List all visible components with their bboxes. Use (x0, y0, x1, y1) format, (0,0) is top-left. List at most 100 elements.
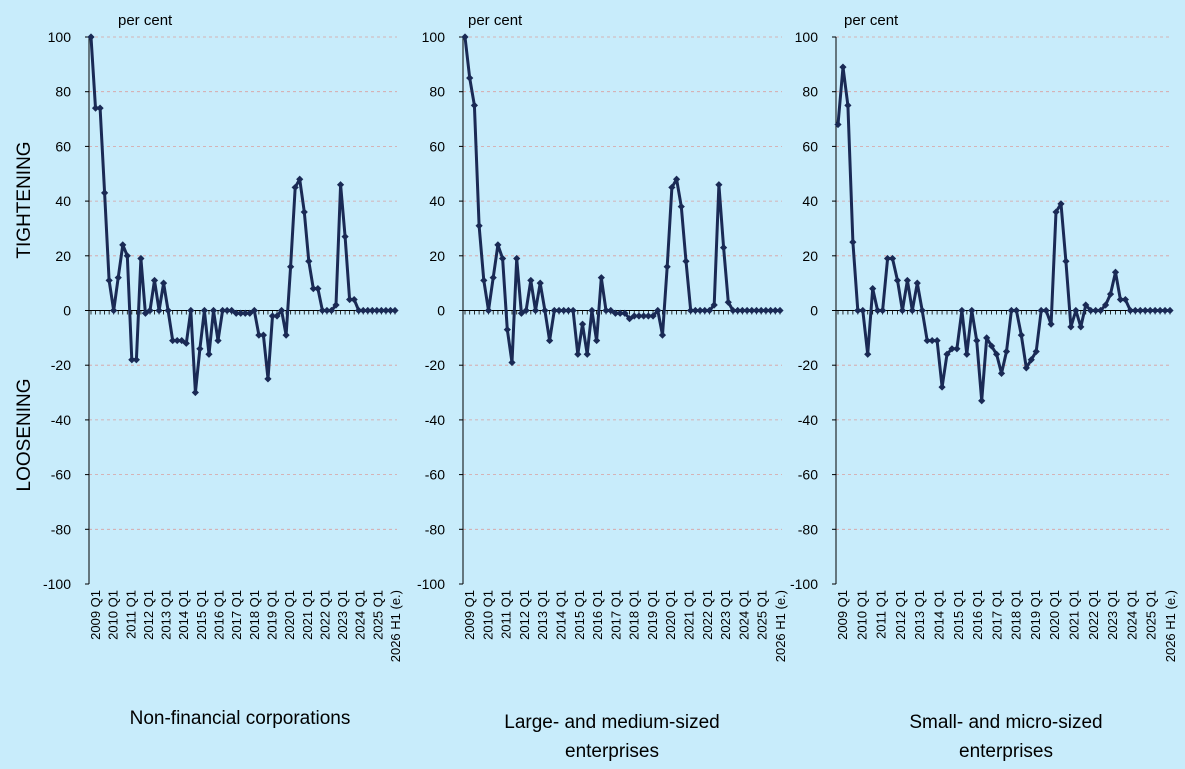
data-point (672, 175, 681, 183)
data-point (621, 309, 629, 317)
data-point (682, 257, 690, 265)
data-point (359, 306, 367, 315)
data-point (644, 312, 652, 320)
chart-panel-1: 100 80 60 40 20 0 -20 -40 -60 -80 -100 2009 Q1 2010 … (43, 12, 403, 729)
data-point (968, 306, 976, 315)
data-point (368, 306, 376, 315)
data-point (119, 241, 127, 249)
data-point (489, 274, 497, 282)
data-point (923, 336, 931, 345)
y-tick-label: -80 (798, 521, 818, 537)
data-point (114, 274, 122, 282)
y-tick-label: 40 (429, 193, 445, 209)
y-axis-label: per cent (844, 12, 899, 29)
data-point (1012, 306, 1020, 315)
y-tick-label: 100 (48, 29, 72, 45)
y-tick-label: 40 (802, 193, 818, 209)
data-point (719, 243, 728, 252)
data-point (527, 276, 535, 285)
data-point (209, 306, 218, 315)
data-point (96, 104, 104, 112)
series-line (836, 65, 1170, 403)
data-point (155, 306, 163, 315)
data-point (1042, 306, 1050, 315)
data-point (593, 336, 601, 345)
data-point (1052, 208, 1060, 216)
x-tick-label: 2018 Q1 (627, 590, 642, 640)
data-point (849, 238, 857, 246)
data-point (1057, 200, 1065, 208)
data-point (296, 175, 304, 183)
data-point (132, 356, 140, 364)
data-point (654, 306, 662, 315)
data-point (1032, 347, 1040, 356)
data-point (757, 306, 765, 315)
data-point (259, 331, 268, 339)
y-tick-label: 80 (55, 84, 71, 100)
y-tick-label: -20 (51, 357, 71, 373)
x-tick-label: 2020 Q1 (663, 590, 678, 640)
data-point (386, 306, 395, 315)
x-tick-label: 2018 Q1 (247, 590, 262, 640)
x-tick-label: 2016 Q1 (590, 590, 605, 640)
data-point (332, 301, 340, 309)
x-tick-label: 2009 Q1 (835, 590, 850, 640)
data-point (268, 312, 277, 320)
x-tick-label: 2015 Q1 (194, 590, 209, 640)
x-tick-label: 2013 Q1 (535, 590, 550, 640)
y-tick-label: 0 (810, 303, 818, 319)
data-point (536, 279, 544, 287)
y-tick-label: 20 (55, 248, 71, 264)
data-point (578, 320, 587, 328)
data-point (687, 306, 695, 315)
y-tick-label: -80 (425, 521, 445, 537)
data-point (391, 306, 399, 315)
data-point (1092, 306, 1100, 315)
data-point (191, 388, 199, 397)
data-point (287, 263, 295, 271)
data-point (91, 104, 100, 112)
data-point (903, 276, 911, 285)
data-point (470, 101, 479, 109)
data-point (277, 306, 286, 315)
x-tick-label: 2021 Q1 (682, 590, 697, 640)
data-point (574, 350, 582, 358)
data-point (237, 309, 245, 317)
data-point (854, 306, 862, 315)
y-tick-label: -100 (417, 576, 445, 592)
data-point (341, 233, 349, 241)
data-point (938, 383, 946, 391)
data-point (743, 306, 751, 315)
chart-title: Small- and micro-sized enterprises (909, 712, 1102, 762)
data-point (327, 306, 336, 315)
y-axis-label: per cent (118, 12, 173, 29)
data-point (978, 397, 986, 405)
data-point (282, 331, 290, 339)
data-point (1121, 295, 1130, 304)
x-tick-label: 2010 Q1 (106, 590, 121, 640)
data-point (640, 312, 648, 320)
x-tick-label: 2022 Q1 (1086, 590, 1101, 640)
x-tick-label: 2012 Q1 (141, 590, 156, 640)
data-point (569, 306, 577, 315)
data-point (309, 285, 317, 293)
data-point (513, 254, 521, 263)
data-point (475, 222, 483, 230)
data-point (1097, 306, 1105, 315)
x-tick-label: 2017 Q1 (608, 590, 623, 640)
data-point (663, 263, 671, 271)
x-tick-label: 2019 Q1 (645, 590, 660, 640)
chart-title-line: enterprises (565, 741, 659, 762)
data-point (110, 306, 118, 315)
x-tick-label: 2010 Q1 (480, 590, 495, 640)
x-tick-label: 2016 Q1 (970, 590, 985, 640)
data-point (246, 309, 254, 317)
data-point (918, 306, 926, 315)
data-point (658, 331, 667, 339)
data-point (560, 306, 568, 315)
data-point (1136, 306, 1144, 315)
data-point (973, 336, 981, 345)
x-tick-label: 2025 Q1 (755, 590, 770, 640)
x-tick-label: 2024 Q1 (1124, 590, 1139, 640)
data-point (1116, 295, 1125, 304)
